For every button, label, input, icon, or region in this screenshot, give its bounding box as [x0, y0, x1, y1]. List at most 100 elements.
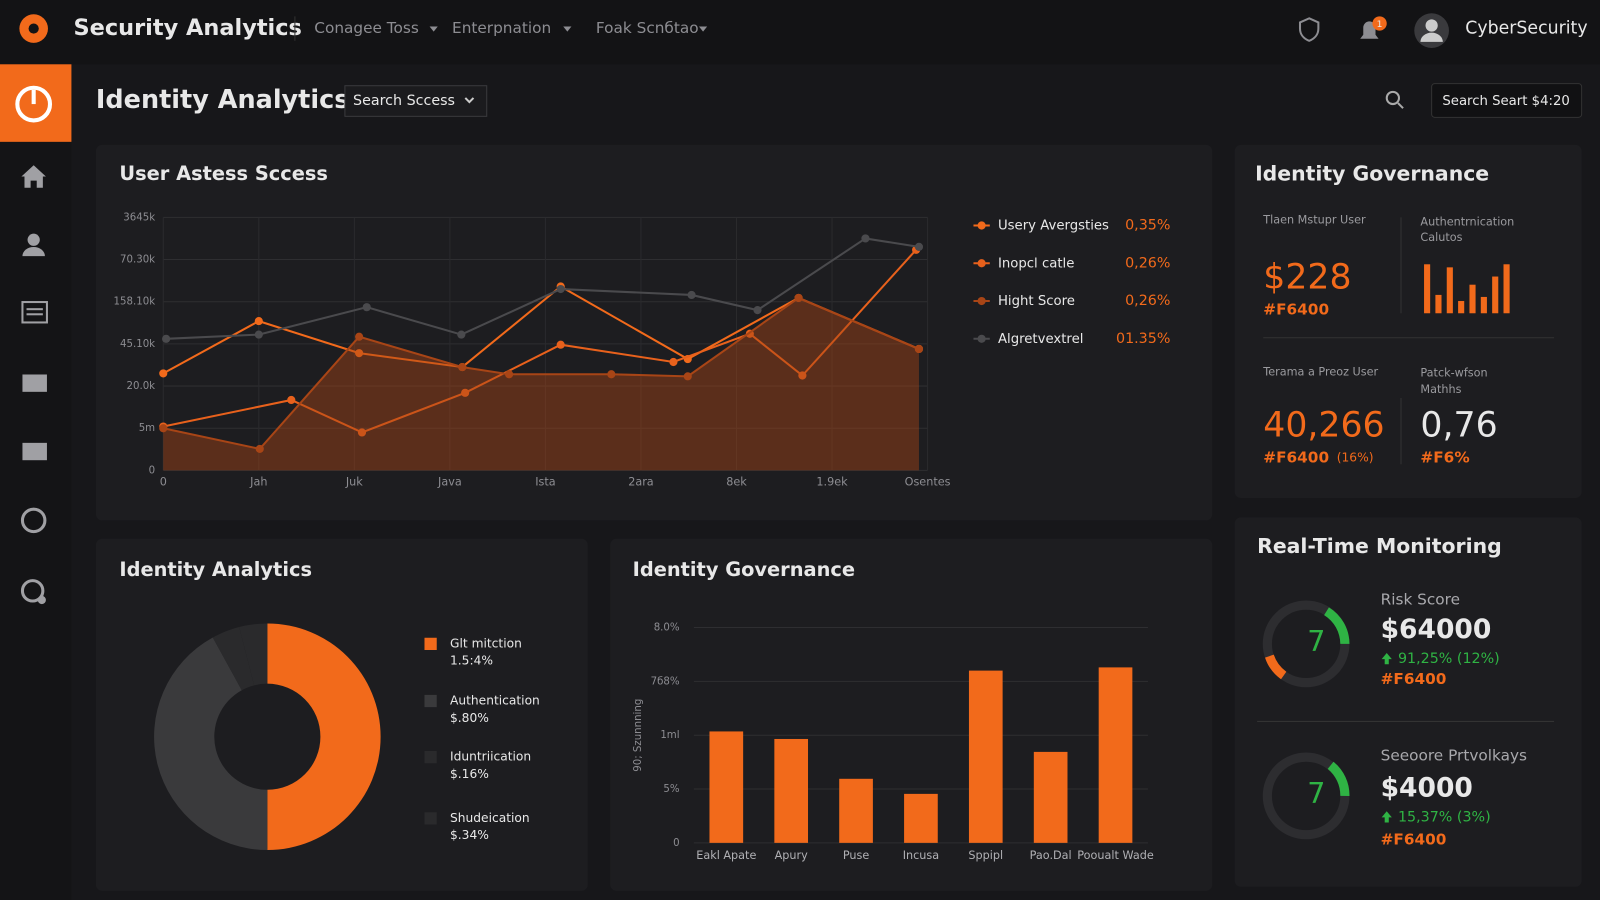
legend-marker — [977, 221, 986, 230]
metric-sub: #F6400 — [1263, 301, 1329, 319]
bar — [774, 738, 809, 843]
header — [0, 0, 1600, 65]
area — [163, 297, 919, 471]
legend-label: Iduntriication — [450, 750, 531, 764]
item-label: Seeoore Prtvolkays — [1381, 747, 1527, 765]
y-axis-label: 90; Szunnning — [633, 699, 644, 772]
y-tick-label: 8.0% — [654, 623, 680, 634]
x-tick-label: Apury — [775, 849, 809, 862]
panel-title: Identity Governance — [1255, 161, 1489, 185]
legend-swatch — [424, 751, 437, 764]
dropdown[interactable] — [344, 85, 488, 117]
point — [798, 371, 807, 380]
logo — [19, 14, 48, 43]
legend-swatch — [424, 812, 437, 825]
point — [683, 372, 692, 381]
point — [255, 444, 264, 453]
legend-label: Glt mitction — [450, 636, 522, 650]
point — [556, 284, 565, 294]
carets — [429, 26, 708, 32]
avatar[interactable] — [1414, 13, 1449, 48]
bar — [1492, 276, 1499, 314]
bar — [1480, 296, 1487, 314]
y-tick-label: 20.0k — [127, 381, 156, 392]
bar — [1446, 267, 1453, 314]
legend-label: Authentication — [450, 694, 540, 708]
point — [914, 242, 924, 251]
point — [914, 344, 924, 354]
item-change: 91,25% (12%) — [1398, 651, 1500, 667]
legend-marker — [977, 259, 986, 268]
search-button-label[interactable]: Search Seart $4:20 — [1442, 94, 1569, 109]
legend-swatch — [424, 637, 437, 650]
x-tick-label: 2ara — [628, 476, 653, 489]
point — [753, 306, 762, 315]
point — [159, 369, 168, 378]
legend-detail: $.80% — [450, 711, 489, 725]
shield-icon[interactable] — [1298, 17, 1320, 42]
item-change: 15,37% (3%) — [1398, 809, 1491, 825]
x-tick-label: 1.9ek — [816, 476, 848, 489]
metric-label: Terama a Preoz User — [1262, 365, 1378, 378]
legend-label: Algretvextrel — [998, 332, 1083, 347]
x-tick-label: 0 — [160, 476, 167, 489]
pie-slice — [154, 637, 268, 850]
item-value: $4000 — [1381, 772, 1473, 803]
bar — [839, 778, 873, 843]
chart-title: Identity Governance — [633, 558, 855, 581]
y-tick-label: 0 — [149, 465, 155, 476]
y-tick-label: 70.30k — [120, 255, 155, 266]
bar — [1458, 301, 1465, 314]
legend-swatch — [424, 694, 437, 708]
page-title: Identity Analytics — [96, 85, 350, 115]
x-tick-label: Ista — [535, 476, 555, 489]
point — [505, 370, 514, 379]
x-tick-label: Pooualt Wade — [1077, 849, 1154, 862]
gauge-text: 7 — [1307, 624, 1325, 658]
metric-value: $228 — [1263, 258, 1351, 298]
point — [355, 332, 364, 341]
legend-detail: $.34% — [450, 828, 489, 842]
point — [861, 234, 870, 243]
legend-value: 01.35% — [1116, 331, 1170, 347]
legend-value: 0,35% — [1125, 218, 1170, 234]
legend-detail: $.16% — [450, 767, 489, 781]
bar — [1503, 264, 1510, 314]
point — [461, 388, 470, 397]
gauge — [1262, 600, 1350, 840]
gauge-text: 7 — [1307, 776, 1325, 810]
nav-item[interactable]: Enterpnation — [452, 19, 551, 37]
y-tick-label: 5m — [139, 423, 155, 434]
line — [162, 285, 920, 375]
bar — [1424, 264, 1431, 314]
y-tick-label: 3645k — [123, 212, 155, 223]
item-label: Risk Score — [1381, 591, 1460, 609]
badge-count: 1 — [1377, 19, 1383, 30]
dropdown-label[interactable]: Search Sccess — [353, 93, 455, 109]
x-tick-label: Puse — [843, 849, 870, 862]
nav-item[interactable]: Conagee Toss — [314, 19, 419, 37]
metric-label: Mathhs — [1420, 383, 1461, 396]
point — [457, 330, 466, 339]
legend-label: Usery Avergsties — [998, 219, 1109, 234]
user-name[interactable]: CyberSecurity — [1465, 19, 1587, 39]
x-tick-label: Eakl Apate — [696, 849, 756, 862]
point — [794, 293, 803, 302]
pie-slice — [267, 623, 381, 850]
search-button[interactable] — [1431, 83, 1583, 118]
point — [159, 424, 168, 433]
legend-marker — [977, 296, 986, 306]
badge — [1372, 16, 1387, 31]
pie-slice — [239, 623, 268, 686]
x-tick-label: Incusa — [903, 849, 939, 862]
sidebar-icons[interactable] — [20, 165, 48, 605]
x-tick-label: Java — [437, 476, 462, 489]
nav-item[interactable]: Foak Scnбtao — [596, 19, 699, 37]
search-icon[interactable] — [1385, 90, 1404, 109]
point — [669, 357, 678, 367]
point — [362, 303, 371, 312]
metric-label: Tlaen Mstupr User — [1262, 213, 1366, 226]
chart-title: User Astess Sccess — [119, 162, 328, 185]
chart-title: Identity Analytics — [119, 558, 312, 581]
